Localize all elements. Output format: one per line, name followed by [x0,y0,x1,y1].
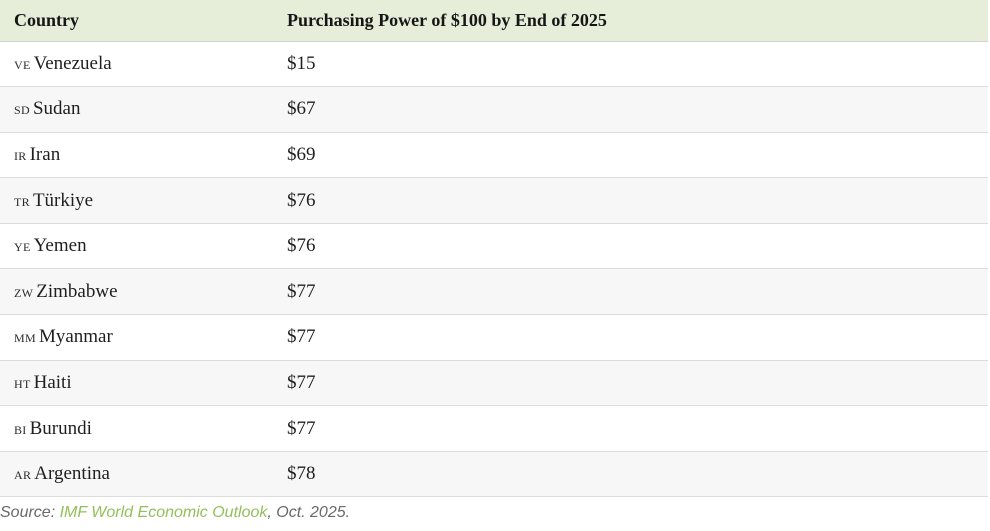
country-code: MM [14,331,36,346]
table-row: AR Argentina $78 [0,451,988,497]
country-code: AR [14,468,32,483]
table-row: YE Yemen $76 [0,223,988,269]
purchasing-power-table: Country Purchasing Power of $100 by End … [0,0,988,497]
country-name: Argentina [34,463,110,485]
country-name: Sudan [32,98,81,120]
country-code: ZW [14,285,34,300]
country-name: Venezuela [33,52,112,74]
source-link[interactable]: IMF World Economic Outlook [59,504,268,522]
country-code: HT [14,376,31,391]
table-header-row: Country Purchasing Power of $100 by End … [0,0,988,42]
country-code: YE [14,240,31,255]
table-row: VE Venezuela $15 [0,41,988,87]
country-name: Burundi [29,417,92,439]
source-label: Source: [0,504,60,522]
country-name: Yemen [33,235,87,257]
table-row: SD Sudan $67 [0,86,988,133]
country-code: SD [14,103,30,118]
column-header-value: Purchasing Power of $100 by End of 2025 [287,0,988,42]
country-name: Iran [29,143,61,165]
value-cell: $76 [287,235,316,257]
table-row: MM Myanmar $77 [0,314,988,361]
value-cell: $67 [287,98,316,120]
country-code: BI [14,422,27,437]
source-suffix: , Oct. 2025. [267,504,351,522]
table-row: IR Iran $69 [0,132,988,178]
table-row: BI Burundi $77 [0,405,988,452]
country-code: VE [14,57,31,72]
country-name: Haiti [33,371,72,393]
value-cell: $76 [287,189,316,211]
value-cell: $77 [287,371,316,393]
column-header-country: Country [0,0,287,42]
value-cell: $77 [287,280,316,302]
country-name: Myanmar [38,326,113,348]
country-code: TR [14,194,30,209]
table-row: TR Türkiye $76 [0,177,988,224]
value-cell: $77 [287,326,316,348]
value-cell: $69 [287,143,316,165]
value-cell: $77 [287,417,316,439]
country-name: Zimbabwe [36,280,118,302]
table-row: HT Haiti $77 [0,360,988,406]
value-cell: $78 [287,463,316,485]
country-name: Türkiye [32,189,94,211]
country-code: IR [14,148,27,163]
table-row: ZW Zimbabwe $77 [0,268,988,315]
value-cell: $15 [287,52,316,74]
source-note: Source: IMF World Economic Outlook, Oct.… [0,504,988,522]
